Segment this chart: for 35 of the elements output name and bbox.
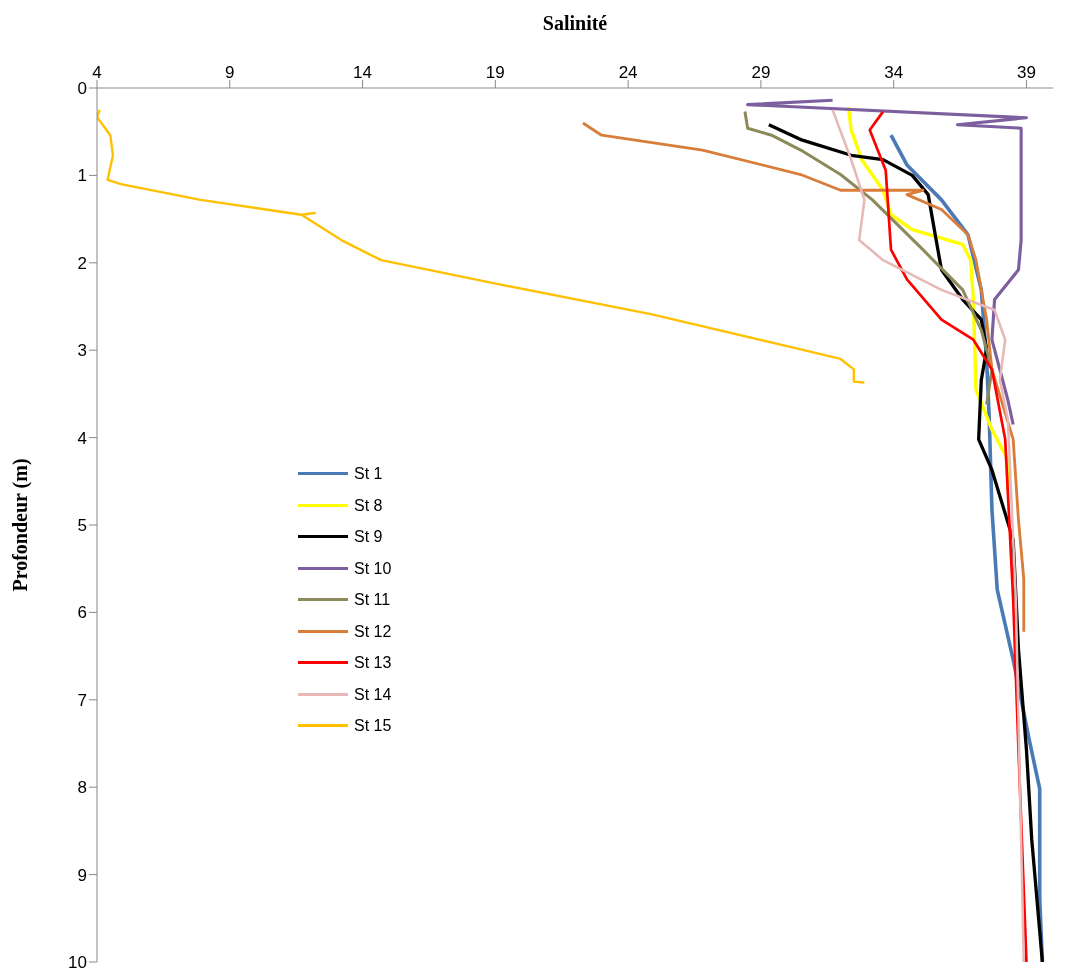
legend-label: St 12	[354, 621, 392, 642]
y-tick-label: 9	[77, 865, 87, 885]
y-tick-label: 7	[77, 690, 87, 710]
y-tick-label: 0	[77, 79, 87, 99]
x-tick-label: 24	[618, 63, 638, 82]
y-tick-label: 8	[77, 778, 87, 798]
legend-label: St 11	[354, 590, 391, 610]
y-tick-label: 6	[77, 603, 87, 623]
x-tick-label: 39	[1016, 63, 1036, 82]
legend-label: St 1	[354, 464, 383, 484]
line-series	[581, 121, 1026, 634]
legend-label: St 15	[354, 716, 392, 736]
legend-label: St 9	[354, 527, 383, 547]
y-axis-title: Profondeur (m)	[9, 458, 33, 592]
line-series	[743, 110, 994, 406]
legend-label: St 8	[354, 495, 383, 516]
y-tick-label: 3	[77, 341, 87, 361]
x-tick-label: 9	[225, 63, 235, 82]
line-series	[97, 108, 866, 384]
x-tick-label: 29	[751, 63, 771, 82]
legend-label: St 10	[354, 558, 392, 579]
x-tick-label: 4	[92, 63, 102, 82]
x-tick-label: 19	[485, 63, 505, 82]
line-series	[831, 108, 1026, 962]
legend-label: St 13	[354, 653, 392, 673]
legend-label: St 14	[354, 684, 392, 705]
y-tick-label: 5	[77, 516, 87, 536]
x-axis-title: Salinité	[542, 12, 608, 35]
y-tick-label: 4	[77, 428, 87, 448]
x-tick-label: 14	[353, 63, 373, 82]
y-tick-label: 1	[77, 166, 87, 186]
x-tick-label: 34	[884, 63, 904, 82]
y-tick-label: 2	[77, 253, 87, 273]
y-tick-label: 10	[68, 953, 87, 973]
line-series	[746, 98, 1029, 427]
